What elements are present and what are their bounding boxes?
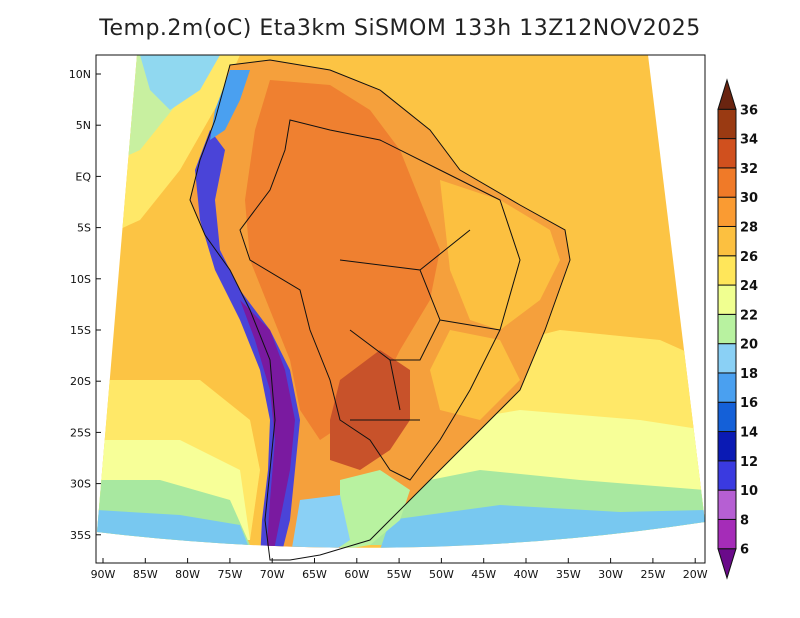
- colorbar-label: 34: [740, 133, 758, 148]
- lon-label: 50W: [429, 568, 454, 581]
- colorbar-segment: [717, 196, 737, 227]
- andes-north-field: [210, 70, 250, 140]
- lon-label: 85W: [133, 568, 158, 581]
- lon-label: 80W: [175, 568, 200, 581]
- lon-label: 20W: [683, 568, 708, 581]
- lon-label: 75W: [217, 568, 242, 581]
- lon-label: 25W: [640, 568, 665, 581]
- lat-label: EQ: [75, 170, 91, 183]
- colorbar-label: 10: [740, 484, 758, 499]
- lat-label: 30S: [70, 478, 91, 491]
- lat-label: 5N: [76, 119, 91, 132]
- state-borders: [339, 229, 501, 421]
- colorbar-segment: [717, 431, 737, 462]
- colorbar-segment: [717, 548, 737, 580]
- colorbar-label: 6: [740, 543, 749, 558]
- colorbar-segment: [717, 372, 737, 403]
- lat-label: 10N: [69, 68, 91, 81]
- colorbar-segment: [717, 225, 737, 257]
- colorbar-label: 22: [740, 308, 758, 323]
- country-borders: [189, 59, 571, 561]
- colorbar-label: 18: [740, 367, 758, 382]
- lon-label: 45W: [471, 568, 496, 581]
- latitude-axis: 10N 5N EQ 5S 10S 15S 20S 25S 30S 35S: [69, 68, 101, 542]
- andes-field: [195, 130, 300, 548]
- andes-peak-field: [240, 300, 295, 548]
- colorbar-segment: [717, 78, 737, 110]
- colorbar-label: 26: [740, 250, 758, 265]
- colorbar-segment: [717, 460, 737, 491]
- lon-label: 60W: [344, 568, 369, 581]
- colorbar-label: 12: [740, 455, 758, 470]
- colorbar-label: 14: [740, 426, 758, 441]
- colorbar-segment: [717, 167, 737, 198]
- lat-label: 35S: [70, 529, 91, 542]
- lat-label: 5S: [77, 222, 91, 235]
- lat-label: 15S: [70, 324, 91, 337]
- lat-label: 10S: [70, 273, 91, 286]
- land-warm-northeast: [440, 180, 560, 330]
- lat-label: 25S: [70, 426, 91, 439]
- ocean-cold-northwest: [140, 55, 220, 110]
- colorbar-segment: [717, 518, 737, 550]
- plot-frame: [95, 54, 706, 564]
- land-warm-east: [430, 330, 520, 420]
- lon-label: 65W: [302, 568, 327, 581]
- lat-label: 20S: [70, 375, 91, 388]
- lon-label: 90W: [91, 568, 116, 581]
- land-max-field: [330, 350, 410, 470]
- colorbar-label: 32: [740, 162, 758, 177]
- colorbar-label: 16: [740, 396, 758, 411]
- lon-label: 35W: [556, 568, 581, 581]
- lon-label: 30W: [598, 568, 623, 581]
- colorbar: 6 8 10 12 14 16 18 20 22 24 26 28 30 32 34 36: [717, 78, 758, 580]
- land-cold-south: [290, 495, 350, 548]
- temperature-field: [97, 55, 705, 548]
- colorbar-segment: [717, 313, 737, 345]
- colorbar-segment: [717, 401, 737, 433]
- colorbar-segment: [717, 138, 737, 169]
- colorbar-segment: [717, 284, 737, 315]
- colorbar-label: 28: [740, 220, 758, 235]
- longitude-axis: 90W 85W 80W 75W 70W 65W 60W 55W 50W 45W 40W 35W 30W 2…: [91, 558, 708, 581]
- land-cool-south: [340, 470, 410, 548]
- colorbar-segment: [717, 489, 737, 520]
- lon-label: 55W: [387, 568, 412, 581]
- colorbar-label: 20: [740, 338, 758, 353]
- colorbar-label: 24: [740, 279, 758, 294]
- lon-label: 40W: [514, 568, 539, 581]
- colorbar-segment: [717, 343, 737, 374]
- colorbar-segment: [717, 108, 737, 140]
- colorbar-label: 30: [740, 191, 758, 206]
- colorbar-label: 8: [740, 513, 749, 528]
- map-title: Temp.2m(oC) Eta3km SiSMOM 133h 13Z12NOV2…: [99, 16, 701, 41]
- coastline-border: [189, 59, 571, 561]
- brazil-border: [239, 119, 521, 481]
- lon-label: 70W: [260, 568, 285, 581]
- colorbar-label: 36: [740, 103, 758, 118]
- colorbar-segment: [717, 255, 737, 286]
